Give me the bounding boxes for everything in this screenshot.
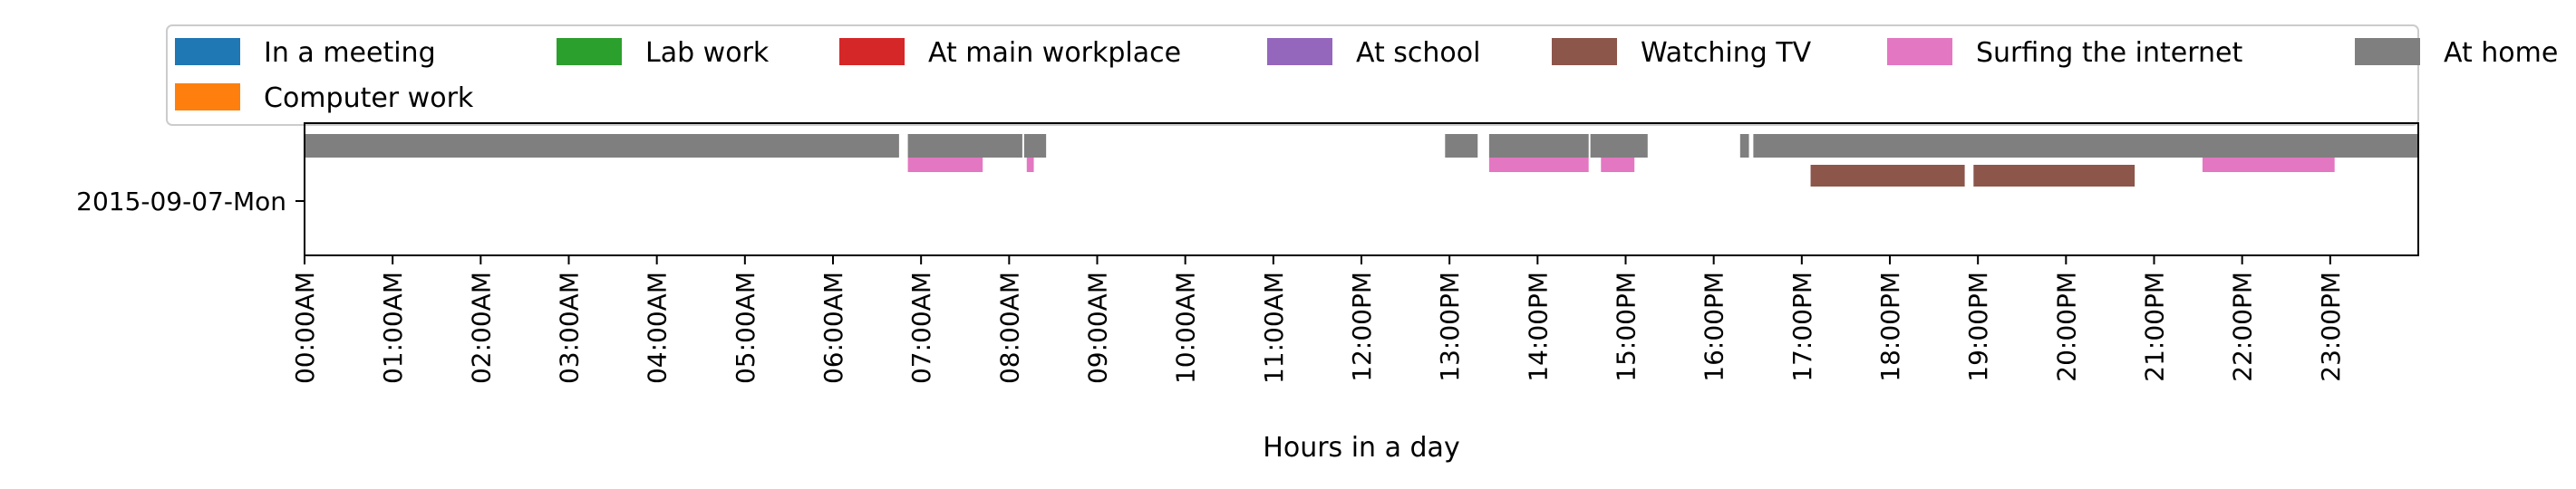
legend-label-computer-work: Computer work xyxy=(264,82,474,114)
legend-swatch-at-school xyxy=(1267,38,1332,65)
bar-watching-tv-1 xyxy=(1810,165,1965,187)
x-tick-label: 14:00PM xyxy=(1523,272,1553,382)
x-tick-label: 20:00PM xyxy=(2051,272,2081,382)
x-tick-label: 15:00PM xyxy=(1612,272,1641,382)
legend-label-in-a-meeting: In a meeting xyxy=(264,37,436,69)
x-tick-label: 22:00PM xyxy=(2228,272,2258,382)
x-tick-label: 08:00AM xyxy=(994,272,1024,384)
y-tick-label: 2015-09-07-Mon xyxy=(76,187,286,216)
x-tick-label: 01:00AM xyxy=(378,272,408,384)
legend-label-watching-tv: Watching TV xyxy=(1641,37,1812,69)
x-tick-label: 00:00AM xyxy=(290,272,320,384)
legend-swatch-at-home xyxy=(2355,38,2420,65)
x-tick-label: 23:00PM xyxy=(2316,272,2346,382)
bar-at-home-6 xyxy=(1590,134,1648,158)
legend-label-at-home: At home xyxy=(2444,37,2558,69)
x-tick-label: 05:00AM xyxy=(731,272,760,384)
x-tick-label: 17:00PM xyxy=(1787,272,1817,382)
legend-swatch-surfing-the-internet xyxy=(1887,38,1952,65)
x-tick-label: 16:00PM xyxy=(1700,272,1729,382)
bar-surfing-the-internet-5 xyxy=(2202,158,2335,172)
x-axis: 00:00AM 01:00AM 02:00AM 03:00AM 04:00AM 05:00… xyxy=(290,255,2346,384)
x-tick-label: 12:00PM xyxy=(1347,272,1377,382)
plot-area xyxy=(304,122,2419,256)
legend-swatch-at-main-workplace xyxy=(839,38,905,65)
y-axis: 2015-09-07-Mon xyxy=(76,187,305,216)
legend-label-lab-work: Lab work xyxy=(645,37,770,69)
bar-surfing-the-internet-2 xyxy=(1026,158,1034,172)
bar-at-home-7 xyxy=(1739,134,1749,158)
legend-box xyxy=(166,24,2419,126)
x-tick-label: 03:00AM xyxy=(555,272,585,384)
bar-surfing-the-internet-4 xyxy=(1601,158,1635,172)
legend-label-at-school: At school xyxy=(1356,37,1480,69)
legend-swatch-lab-work xyxy=(557,38,622,65)
legend-label-at-main-workplace: At main workplace xyxy=(928,37,1181,69)
legend-swatch-computer-work xyxy=(175,83,240,110)
x-tick-label: 21:00PM xyxy=(2140,272,2170,382)
x-tick-label: 09:00AM xyxy=(1083,272,1113,384)
legend-swatch-watching-tv xyxy=(1552,38,1617,65)
x-tick-label: 11:00AM xyxy=(1259,272,1289,384)
bar-at-home-4 xyxy=(1445,134,1478,158)
x-tick-label: 13:00PM xyxy=(1435,272,1465,382)
x-tick-label: 07:00AM xyxy=(906,272,936,384)
x-tick-label: 18:00PM xyxy=(1875,272,1905,382)
bar-at-home-3 xyxy=(1023,134,1047,158)
x-tick-label: 19:00PM xyxy=(1963,272,1993,382)
bar-at-home-8 xyxy=(1753,134,2418,158)
bar-watching-tv-2 xyxy=(1973,165,2135,187)
x-tick-label: 10:00AM xyxy=(1171,272,1201,384)
legend-label-surfing-the-internet: Surfing the internet xyxy=(1976,37,2242,69)
bar-at-home-2 xyxy=(907,134,1022,158)
x-tick-label: 06:00AM xyxy=(818,272,848,384)
bar-at-home-5 xyxy=(1488,134,1589,158)
bar-surfing-the-internet-1 xyxy=(907,158,983,172)
x-tick-label: 04:00AM xyxy=(643,272,673,384)
bar-surfing-the-internet-3 xyxy=(1488,158,1589,172)
x-axis-label: Hours in a day xyxy=(1263,432,1459,464)
bar-at-home-1 xyxy=(305,134,899,158)
x-tick-label: 02:00AM xyxy=(466,272,496,384)
legend-swatch-in-a-meeting xyxy=(175,38,240,65)
legend: In a meeting Lab work At main workplace At … xyxy=(166,24,2558,126)
